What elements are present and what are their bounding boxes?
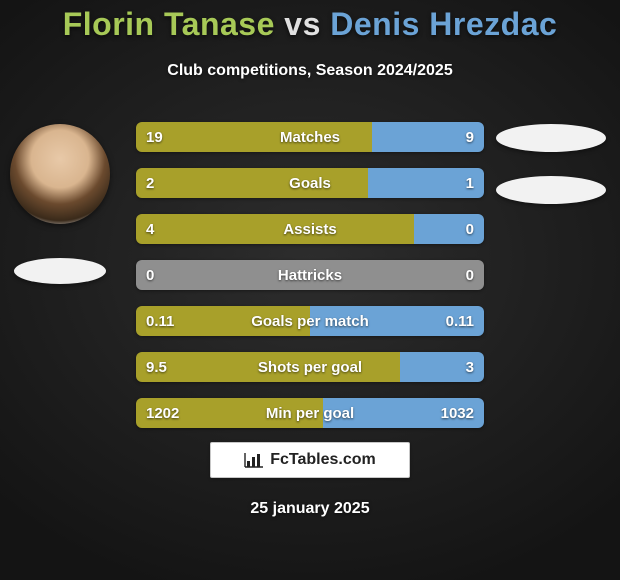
vs-separator: vs: [284, 6, 321, 42]
brand-text: FcTables.com: [270, 451, 376, 469]
stat-bar-left: [136, 214, 414, 244]
player1-avatar: [10, 124, 110, 224]
page-title: Florin Tanase vs Denis Hrezdac: [0, 6, 620, 43]
stat-row: 40Assists: [136, 214, 484, 244]
subtitle: Club competitions, Season 2024/2025: [0, 62, 620, 80]
stat-bar-right: [372, 122, 484, 152]
stat-bar-right: [310, 260, 484, 290]
comparison-card: Florin Tanase vs Denis Hrezdac Club comp…: [0, 0, 620, 580]
stats-container: 199Matches 21Goals 40Assists 00Hattricks 0.1…: [136, 122, 484, 444]
stat-row: 199Matches: [136, 122, 484, 152]
stat-bar-left: [136, 122, 372, 152]
stat-bar-right: [368, 168, 484, 198]
stat-row: 21Goals: [136, 168, 484, 198]
stat-row: 12021032Min per goal: [136, 398, 484, 428]
stat-row: 9.53Shots per goal: [136, 352, 484, 382]
stat-bar-left: [136, 352, 400, 382]
player1-badge-ellipse: [14, 258, 106, 284]
stat-bar-left: [136, 398, 323, 428]
date-text: 25 january 2025: [0, 500, 620, 518]
player1-name: Florin Tanase: [63, 6, 275, 42]
stat-bar-right: [400, 352, 484, 382]
stat-row: 0.110.11Goals per match: [136, 306, 484, 336]
stat-bar-right: [414, 214, 484, 244]
stat-bar-left: [136, 260, 310, 290]
player2-badge-ellipse-2: [496, 176, 606, 204]
stat-bar-right: [323, 398, 484, 428]
chart-icon: [244, 452, 264, 468]
stat-row: 00Hattricks: [136, 260, 484, 290]
brand-badge[interactable]: FcTables.com: [210, 442, 410, 478]
stat-bar-left: [136, 168, 368, 198]
stat-bar-left: [136, 306, 310, 336]
stat-bar-right: [310, 306, 484, 336]
player2-badge-ellipse-1: [496, 124, 606, 152]
player2-name: Denis Hrezdac: [330, 6, 557, 42]
